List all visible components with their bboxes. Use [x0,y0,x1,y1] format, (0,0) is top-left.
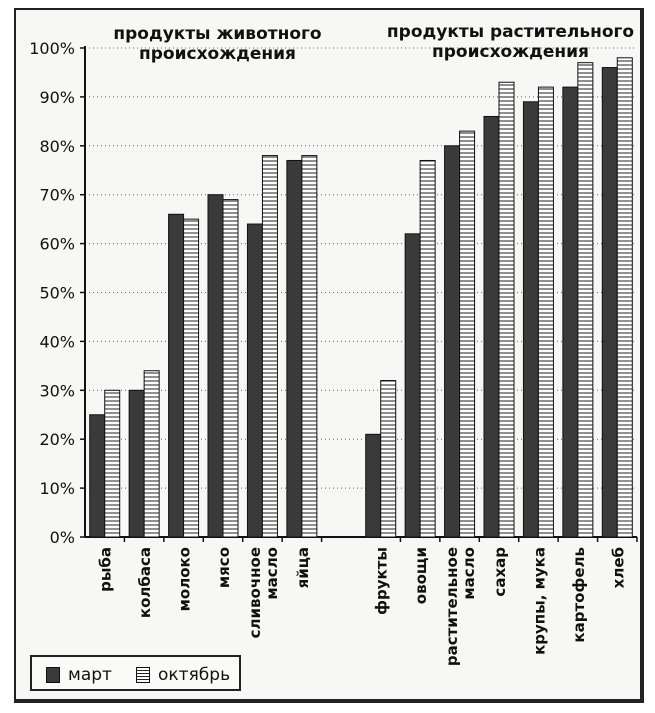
bar-october [104,389,121,538]
bar-march [404,233,421,538]
bar-october [380,380,397,538]
bar-march [562,86,579,538]
bar-march [286,159,303,538]
bar-october [577,62,594,538]
bar-october [301,155,318,538]
legend: март октябрь [30,655,241,691]
bar-october [222,199,239,538]
bar-march [444,145,461,538]
x-tick-label: фрукты [373,547,391,615]
legend-swatch-october [136,667,150,683]
legend-label-march: март [68,665,112,685]
bar-october [183,218,200,538]
legend-label-october: октябрь [158,665,231,685]
bar-march [483,115,500,538]
x-tick-label: колбаса [136,547,154,618]
bar-march [522,101,539,538]
grid-lines [85,47,637,489]
bar-october [537,86,554,538]
x-tick-label: яйца [294,547,312,588]
group-title-animal: продукты животного происхождения [113,24,322,64]
x-tick-label: рыба [97,547,115,592]
bar-october [419,159,436,538]
group-title-plant: продукты растительного происхождения [386,22,635,62]
bars [89,57,633,538]
bar-march [246,223,263,538]
y-tick-label: 50% [39,284,75,303]
x-tick-label: хлеб [609,547,627,588]
x-tick-label: сливочное [246,547,264,638]
x-tick-label: картофель [570,547,588,643]
y-tick-label: 20% [39,430,75,449]
x-tick-label: масло [263,547,281,600]
tick-labels: 0% 10% 20% 30% 40% 50% 60% 70% 80% 90% 100% рыба кол… [29,39,627,666]
y-tick-label: 0% [50,528,75,547]
bar-march [128,389,145,538]
bar-march [601,67,618,538]
x-tick-label: молоко [176,547,194,611]
y-tick-label: 70% [39,186,75,205]
y-tick-label: 80% [39,137,75,156]
y-tick-label: 10% [39,479,75,498]
y-tick-label: 90% [39,88,75,107]
bar-march [168,213,185,538]
bar-october [616,57,633,538]
bar-october [143,370,160,538]
y-tick-label: 40% [39,332,75,351]
legend-swatch-march [46,667,60,683]
x-tick-label: растительное [443,547,461,666]
x-tick-label: овощи [412,547,430,604]
x-tick-label: масло [460,547,478,600]
bar-october [498,81,515,538]
bar-march [365,433,382,538]
x-tick-label: сахар [491,547,509,597]
bar-march [89,414,106,538]
bar-october [261,155,278,538]
y-tick-label: 30% [39,381,75,400]
bar-october [459,130,476,538]
x-tick-label: крупы, мука [530,547,548,655]
y-tick-label: 100% [29,39,75,58]
x-tick-label: мясо [215,547,233,588]
bar-march [207,194,224,538]
y-tick-label: 60% [39,235,75,254]
